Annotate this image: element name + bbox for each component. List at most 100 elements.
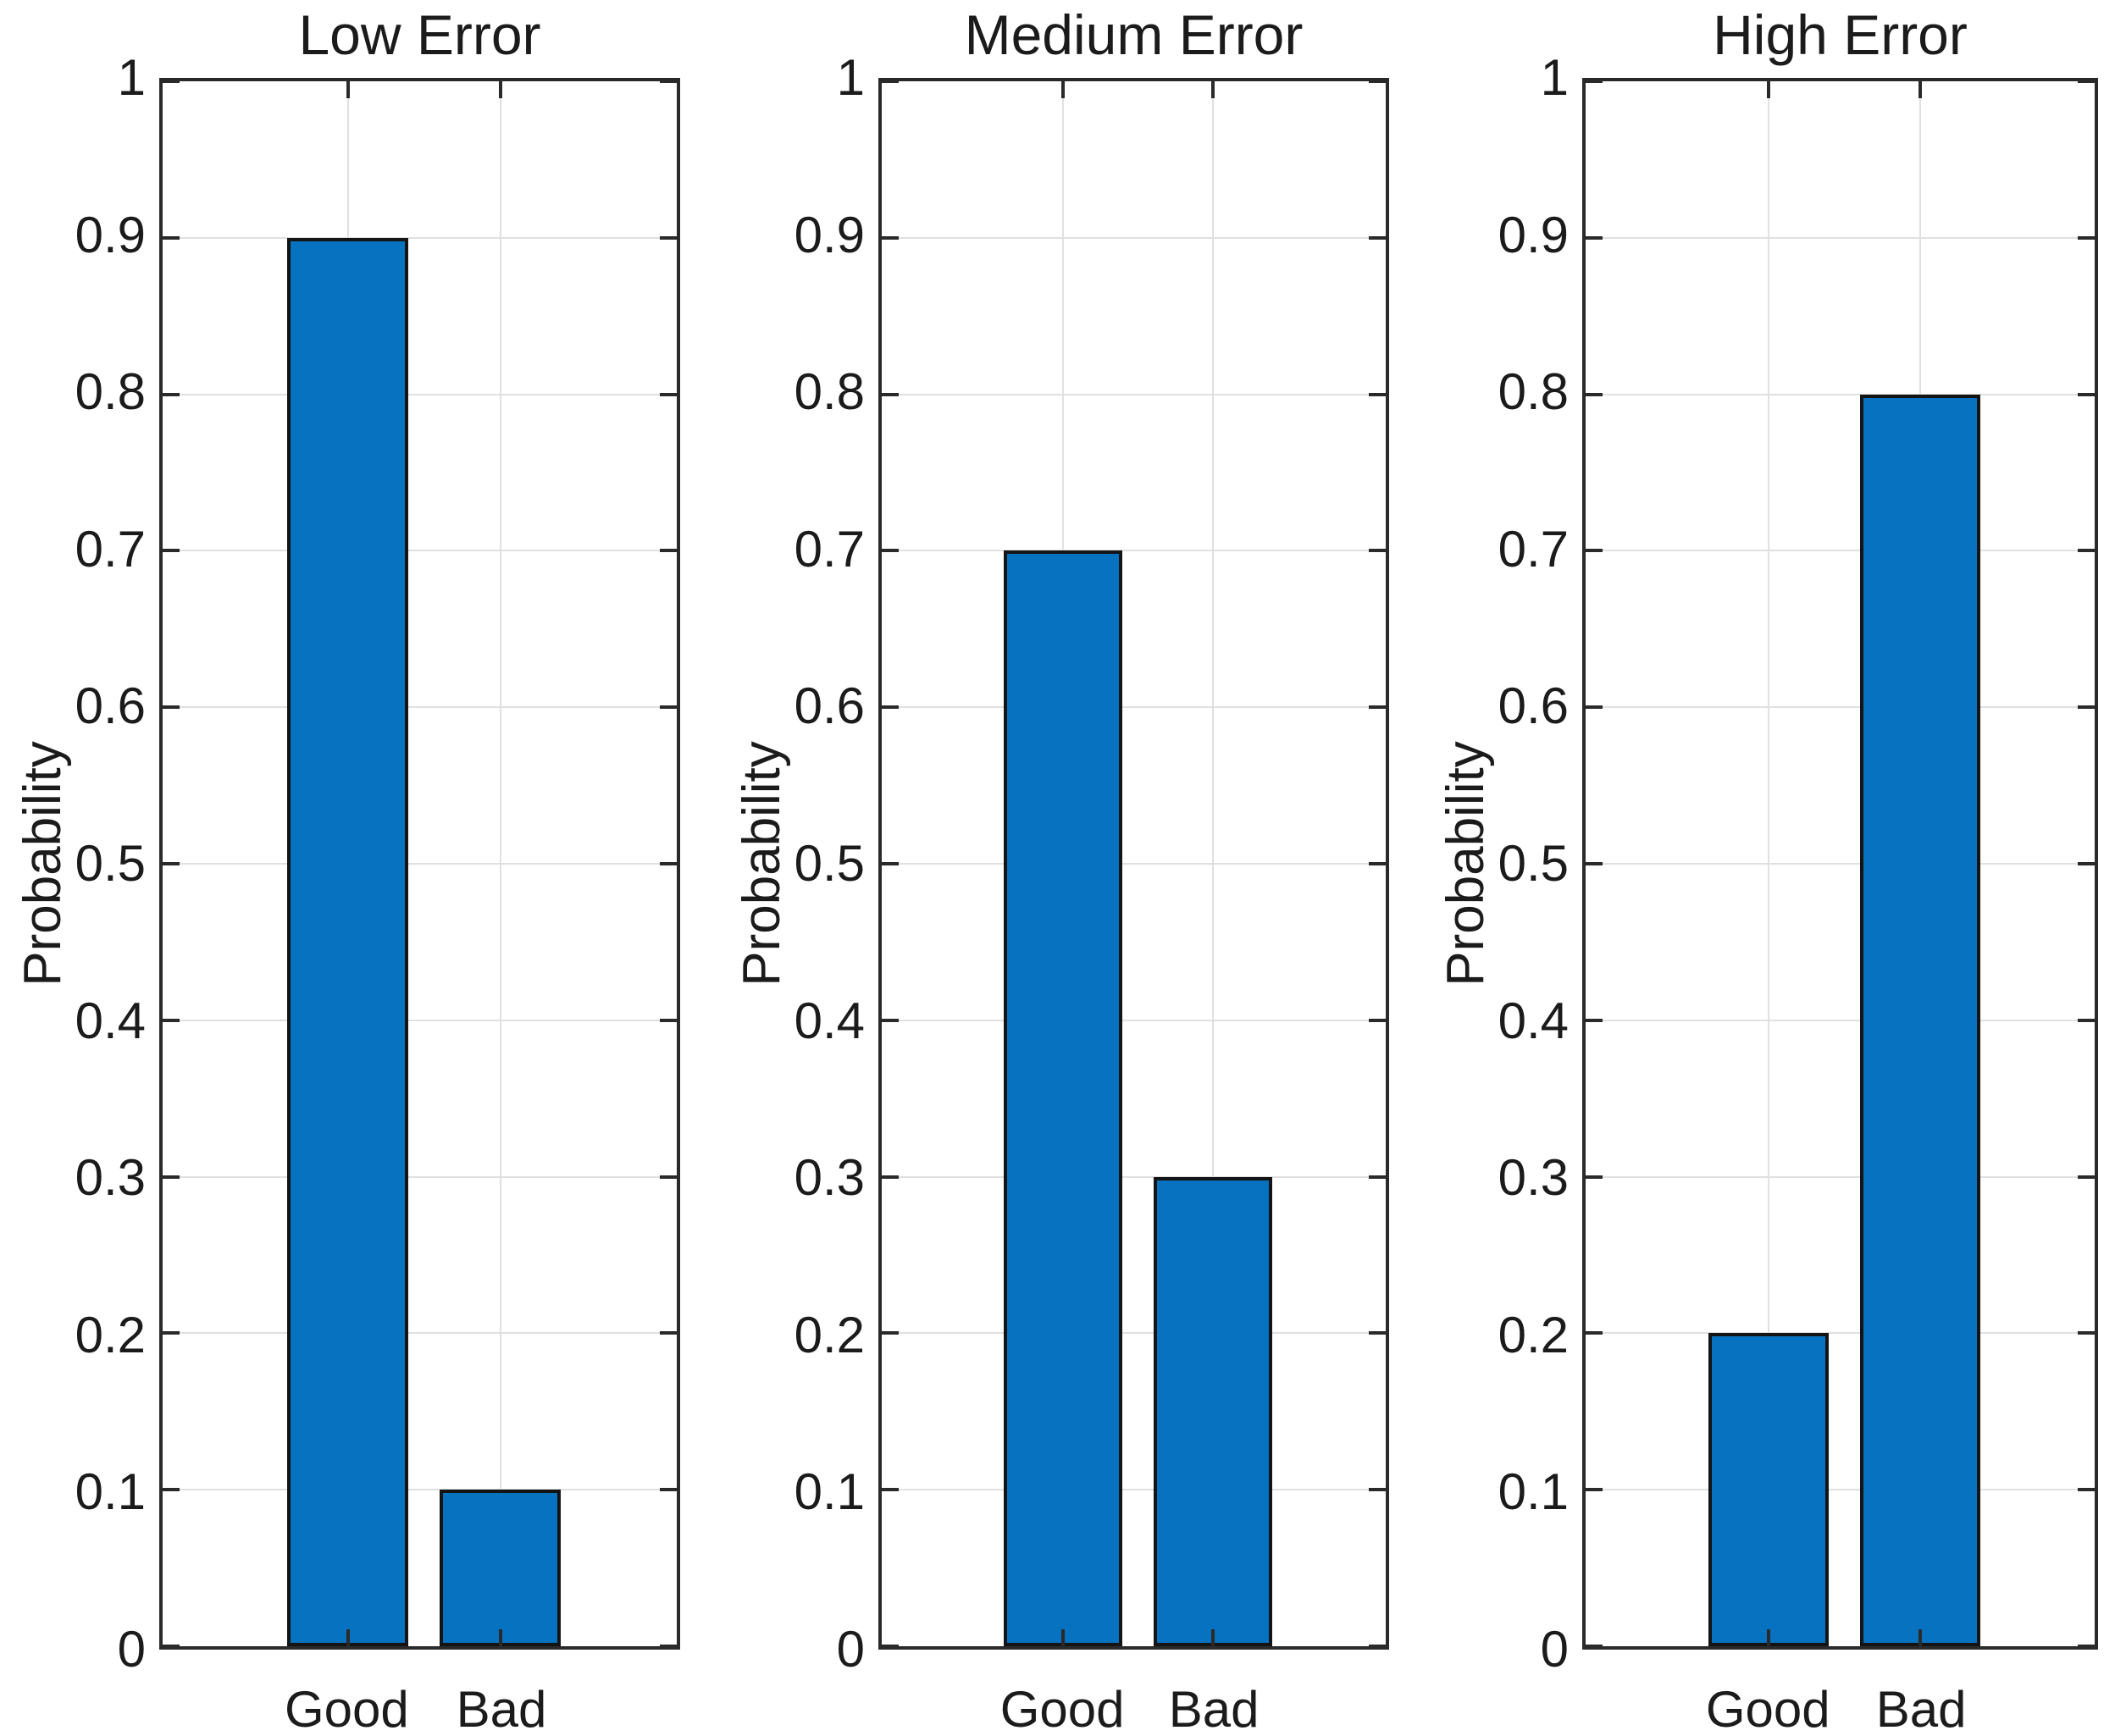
y-tick-mark-left <box>1586 1331 1603 1335</box>
y-tick-mark-left <box>1586 705 1603 710</box>
grid-line-horizontal <box>163 706 677 709</box>
grid-line-horizontal <box>882 1489 1386 1491</box>
y-tick-label: 0.2 <box>794 1306 865 1363</box>
x-tick-mark-top <box>1210 81 1215 98</box>
grid-line-horizontal <box>882 1175 1386 1178</box>
tick-layer <box>1586 80 2095 1648</box>
x-tick-mark-bottom <box>498 1629 502 1646</box>
grid-line-horizontal <box>882 1019 1386 1021</box>
y-tick-label: 0.9 <box>75 206 146 263</box>
y-tick-label: 0.4 <box>1498 992 1569 1049</box>
grid-line-horizontal <box>1586 1175 2095 1178</box>
y-tick-label: 0.7 <box>1498 520 1569 578</box>
y-tick-label: 0.8 <box>75 363 146 421</box>
y-tick-mark-left <box>163 1175 180 1179</box>
grid-line-horizontal <box>882 236 1386 239</box>
grid-line-horizontal <box>1586 236 2095 239</box>
x-tick-label: Good <box>1705 1681 1830 1736</box>
y-tick-mark-right <box>2078 235 2095 240</box>
y-tick-mark-right <box>660 862 677 865</box>
y-tick-mark-right <box>1369 235 1386 240</box>
y-tick-mark-left <box>1586 392 1603 396</box>
y-tick-mark-right <box>660 80 677 83</box>
y-tick-mark-right <box>1369 862 1386 865</box>
y-tick-mark-right <box>1369 1645 1386 1648</box>
grid-line-horizontal <box>163 863 677 865</box>
y-tick-label: 1 <box>117 49 146 106</box>
y-tick-mark-left <box>882 235 899 240</box>
plot-area <box>159 78 680 1650</box>
y-tick-label: 0 <box>117 1621 146 1678</box>
grid-line-horizontal <box>1586 1332 2095 1335</box>
bar-layer <box>1586 81 2095 1646</box>
grid-line-vertical <box>1211 81 1214 1646</box>
x-tick-label: Bad <box>1875 1681 1967 1736</box>
y-tick-mark-left <box>882 862 899 865</box>
y-tick-mark-left <box>163 1645 180 1648</box>
bar-layer <box>882 81 1386 1646</box>
y-tick-mark-left <box>882 705 899 710</box>
y-tick-mark-left <box>163 1331 180 1335</box>
y-tick-mark-left <box>163 549 180 553</box>
y-tick-mark-right <box>1369 549 1386 553</box>
y-tick-label: 0.1 <box>1498 1463 1569 1521</box>
y-tick-mark-right <box>1369 1488 1386 1492</box>
bar-good <box>1003 550 1123 1646</box>
y-tick-mark-right <box>660 235 677 240</box>
y-tick-mark-left <box>163 235 180 240</box>
grid-line-vertical <box>1768 81 1770 1646</box>
tick-layer <box>882 80 1386 1648</box>
grid-line-horizontal <box>1586 706 2095 709</box>
y-tick-mark-right <box>2078 80 2095 83</box>
grid-line-horizontal <box>163 1175 677 1178</box>
y-tick-mark-left <box>1586 1488 1603 1492</box>
y-tick-mark-right <box>2078 705 2095 710</box>
y-tick-mark-right <box>2078 549 2095 553</box>
grid-line-horizontal <box>882 1332 1386 1335</box>
y-tick-mark-left <box>163 705 180 710</box>
y-tick-label: 1 <box>1540 49 1569 106</box>
tick-layer <box>163 80 677 1648</box>
y-tick-mark-right <box>2078 1175 2095 1179</box>
y-tick-label: 0.7 <box>75 520 146 578</box>
y-tick-mark-left <box>1586 1645 1603 1648</box>
grid-line-vertical <box>499 81 501 1646</box>
y-tick-mark-right <box>2078 1018 2095 1022</box>
bar-bad <box>1859 394 1980 1646</box>
y-tick-mark-left <box>163 1018 180 1022</box>
y-tick-label: 0.5 <box>75 835 146 892</box>
y-tick-label: 0.2 <box>1498 1306 1569 1363</box>
y-tick-label: 0.3 <box>75 1149 146 1207</box>
y-tick-label: 0.8 <box>1498 363 1569 421</box>
y-tick-mark-right <box>2078 862 2095 865</box>
x-tick-mark-top <box>498 81 502 98</box>
y-tick-mark-left <box>882 1488 899 1492</box>
y-tick-mark-right <box>1369 705 1386 710</box>
y-tick-mark-left <box>163 1488 180 1492</box>
y-tick-label: 0.4 <box>794 992 865 1049</box>
grid-line-horizontal <box>163 1019 677 1021</box>
y-tick-mark-left <box>1586 549 1603 553</box>
y-tick-label: 0.6 <box>75 677 146 735</box>
y-tick-label: 0 <box>836 1621 865 1678</box>
bar-bad <box>1153 1176 1273 1646</box>
x-tick-mark-bottom <box>1061 1629 1066 1646</box>
y-tick-mark-right <box>660 1331 677 1335</box>
grid-line-horizontal <box>1586 1489 2095 1491</box>
x-tick-mark-bottom <box>1767 1629 1771 1646</box>
x-tick-mark-top <box>1767 81 1771 98</box>
y-tick-mark-left <box>163 80 180 83</box>
grid-line-horizontal <box>882 550 1386 552</box>
y-tick-label: 0.5 <box>794 835 865 892</box>
y-tick-mark-left <box>882 1175 899 1179</box>
grid-line-horizontal <box>1586 863 2095 865</box>
chart-title: Low Error <box>298 3 541 66</box>
y-tick-mark-right <box>2078 1331 2095 1335</box>
y-tick-mark-right <box>660 1175 677 1179</box>
grid-line-horizontal <box>163 1332 677 1335</box>
y-tick-mark-left <box>882 392 899 396</box>
y-tick-label: 0.5 <box>1498 835 1569 892</box>
